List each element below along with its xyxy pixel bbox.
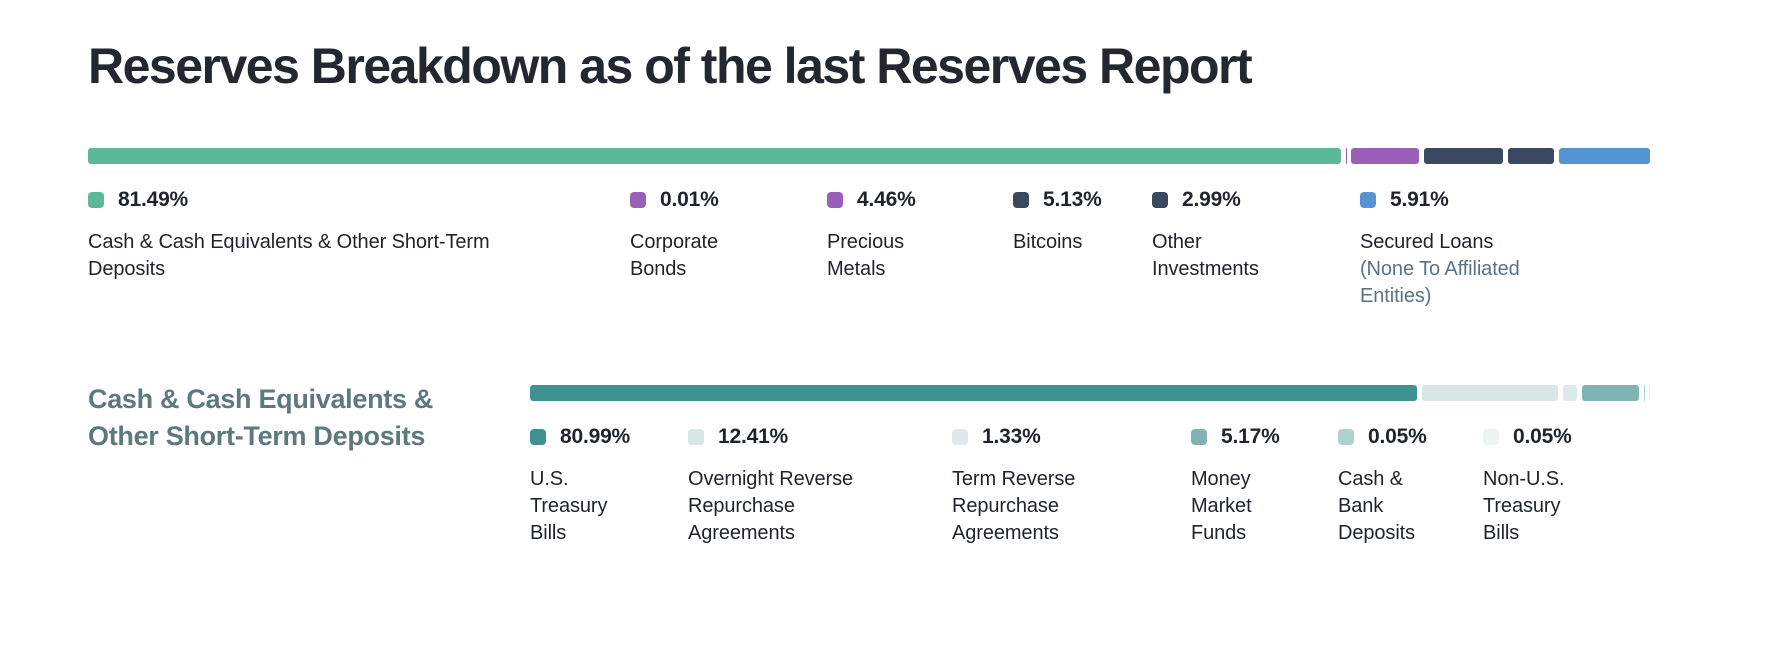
legend-percent: 80.99% (560, 425, 630, 449)
cash-bank-deposits-swatch (1338, 429, 1354, 445)
legend-label: Secured Loans (1360, 229, 1555, 256)
legend-percent: 1.33% (982, 425, 1041, 449)
bar-segment-cash-equivalents (88, 148, 1341, 164)
reserves-breakdown-page: Reserves Breakdown as of the last Reserv… (88, 36, 1650, 635)
legend-percent: 4.46% (857, 188, 916, 212)
bar-segment-term-reverse-repurchase (1563, 385, 1578, 401)
legend-label: U.S. Treasury Bills (530, 466, 630, 547)
bar-segment-precious-metals (1351, 148, 1420, 164)
page-title: Reserves Breakdown as of the last Reserv… (88, 36, 1650, 96)
legend-percent: 12.41% (718, 425, 788, 449)
bar-segment-cash-bank-deposits (1644, 385, 1645, 401)
legend-label: Precious Metals (827, 229, 937, 283)
corporate-bonds-swatch (630, 192, 646, 208)
legend-item-secured-loans: 5.91% Secured Loans (None To Affiliated … (1360, 188, 1555, 310)
legend-item-money-market-funds: 5.17% Money Market Funds (1191, 425, 1281, 547)
legend-item-cash-equivalents: 81.49% Cash & Cash Equivalents & Other S… (88, 188, 548, 283)
legend-label: Term Reverse Repurchase Agreements (952, 466, 1112, 547)
legend-label: Cash & Cash Equivalents & Other Short-Te… (88, 229, 548, 283)
legend-percent: 5.91% (1390, 188, 1449, 212)
bar-segment-bitcoins (1424, 148, 1503, 164)
legend-percent: 0.05% (1368, 425, 1427, 449)
bar-segment-money-market-funds (1582, 385, 1639, 401)
bar-segment-overnight-reverse-repurchase (1422, 385, 1558, 401)
money-market-funds-swatch (1191, 429, 1207, 445)
legend-label: Bitcoins (1013, 229, 1143, 256)
legend-item-corporate-bonds: 0.01% Corporate Bonds (630, 188, 740, 283)
reserves-legend: 81.49% Cash & Cash Equivalents & Other S… (88, 188, 1650, 338)
legend-percent: 5.17% (1221, 425, 1280, 449)
bar-segment-other-investments (1508, 148, 1554, 164)
legend-item-bitcoins: 5.13% Bitcoins (1013, 188, 1143, 256)
us-treasury-bills-swatch (530, 429, 546, 445)
legend-percent: 0.05% (1513, 425, 1572, 449)
other-investments-swatch (1152, 192, 1168, 208)
bar-segment-secured-loans (1559, 148, 1650, 164)
legend-item-us-treasury-bills: 80.99% U.S. Treasury Bills (530, 425, 630, 547)
legend-label: Money Market Funds (1191, 466, 1281, 547)
legend-item-other-investments: 2.99% Other Investments (1152, 188, 1277, 283)
legend-label: Overnight Reverse Repurchase Agreements (688, 466, 878, 547)
legend-label: Other Investments (1152, 229, 1277, 283)
bar-segment-us-treasury-bills (530, 385, 1417, 401)
legend-item-term-reverse-repurchase: 1.33% Term Reverse Repurchase Agreements (952, 425, 1112, 547)
bar-segment-non-us-treasury-bills (1649, 385, 1650, 401)
cash-equivalents-stacked-bar (530, 385, 1650, 401)
legend-item-precious-metals: 4.46% Precious Metals (827, 188, 937, 283)
reserves-stacked-bar (88, 148, 1650, 164)
overnight-reverse-repurchase-swatch (688, 429, 704, 445)
secured-loans-swatch (1360, 192, 1376, 208)
legend-percent: 5.13% (1043, 188, 1102, 212)
legend-percent: 81.49% (118, 188, 188, 212)
bitcoins-swatch (1013, 192, 1029, 208)
legend-sublabel: (None To Affiliated Entities) (1360, 256, 1555, 310)
legend-label: Cash & Bank Deposits (1338, 466, 1430, 547)
cash-equivalents-section: Cash & Cash Equivalents & Other Short-Te… (88, 385, 1650, 635)
legend-item-non-us-treasury-bills: 0.05% Non-U.S. Treasury Bills (1483, 425, 1593, 547)
cash-equivalents-swatch (88, 192, 104, 208)
legend-item-overnight-reverse-repurchase: 12.41% Overnight Reverse Repurchase Agre… (688, 425, 878, 547)
term-reverse-repurchase-swatch (952, 429, 968, 445)
legend-item-cash-bank-deposits: 0.05% Cash & Bank Deposits (1338, 425, 1430, 547)
non-us-treasury-bills-swatch (1483, 429, 1499, 445)
precious-metals-swatch (827, 192, 843, 208)
legend-label: Corporate Bonds (630, 229, 740, 283)
legend-percent: 2.99% (1182, 188, 1241, 212)
legend-percent: 0.01% (660, 188, 719, 212)
legend-label: Non-U.S. Treasury Bills (1483, 466, 1593, 547)
cash-equivalents-legend: 80.99% U.S. Treasury Bills 12.41% Overni… (88, 425, 1650, 625)
